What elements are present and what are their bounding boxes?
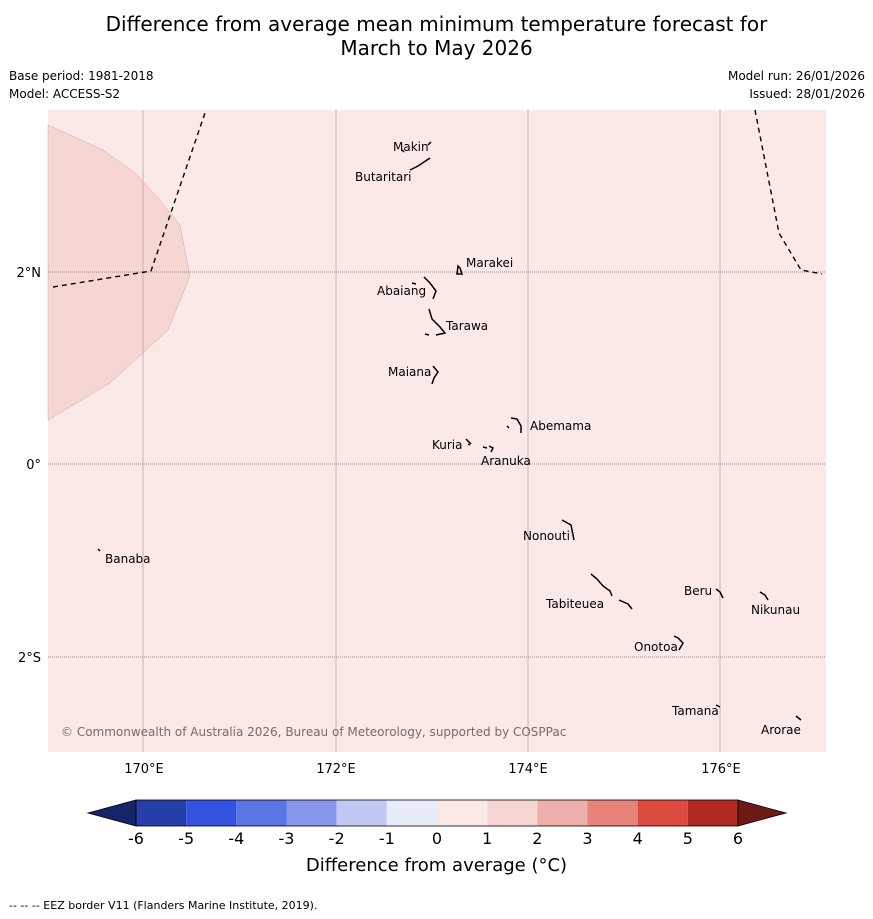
colorbar-segment — [286, 800, 337, 826]
island-onotoa — [673, 635, 684, 651]
island-abemama — [506, 417, 522, 433]
lat-label-2s: 2°S — [18, 651, 41, 666]
eez-border-east — [754, 109, 823, 275]
meta-left: Base period: 1981-2018 Model: ACCESS-S2 — [9, 67, 154, 103]
eez-border-west — [52, 109, 207, 288]
latitude-gridlines — [48, 271, 826, 658]
place-label-kuria: Kuria — [432, 438, 463, 452]
island-makin — [401, 141, 432, 153]
colorbar-segment — [336, 800, 387, 826]
colorbar-tick-label: -6 — [128, 829, 144, 848]
lat-label-0: 0° — [26, 458, 41, 473]
colorbar-segment — [487, 800, 538, 826]
island-butaritari — [409, 157, 431, 171]
place-label-aranuka: Aranuka — [481, 454, 531, 468]
island-banaba — [97, 548, 101, 552]
place-label-tabiteuea: Tabiteuea — [545, 597, 604, 611]
colorbar-tick-label: 5 — [682, 829, 693, 848]
lon-label-174e: 174°E — [508, 762, 548, 777]
colorbar-label: Difference from average (°C) — [305, 855, 568, 876]
place-label-banaba: Banaba — [105, 552, 151, 566]
island-tamana — [715, 704, 721, 708]
place-label-abemama: Abemama — [530, 419, 591, 433]
place-label-tarawa: Tarawa — [445, 319, 488, 333]
island-nikunau — [759, 591, 769, 601]
model-run: Model run: 26/01/2026 — [727, 69, 865, 83]
colorbar-segment — [186, 800, 237, 826]
place-label-maiana: Maiana — [388, 365, 431, 379]
colorbar-tick-label: 4 — [632, 829, 643, 848]
place-label-marakei: Marakei — [466, 256, 513, 270]
lat-label-2n: 2°N — [17, 266, 42, 281]
islands — [97, 141, 802, 721]
colorbar-segment — [386, 800, 437, 826]
title-line-2: March to May 2026 — [340, 36, 533, 60]
colorbar-tick-label: 3 — [582, 829, 593, 848]
lon-label-170e: 170°E — [124, 762, 164, 777]
island-marakei — [456, 264, 464, 275]
island-arorae — [795, 715, 802, 721]
island-tabiteuea — [590, 573, 633, 610]
chart-title: Difference from average mean minimum tem… — [0, 12, 873, 60]
eez-borders — [52, 109, 823, 288]
meta-right: Model run: 26/01/2026 Issued: 28/01/2026 — [728, 67, 865, 103]
colorbar-segment — [537, 800, 588, 826]
place-labels: Makin Butaritari Marakei Abaiang Tarawa … — [105, 140, 801, 737]
latitude-labels: 2°N 0° 2°S — [17, 266, 42, 666]
longitude-labels: 170°E 172°E 174°E 176°E — [124, 762, 741, 777]
colorbar-segment — [587, 800, 638, 826]
colorbar-outline — [135, 799, 739, 827]
longitude-gridlines — [142, 110, 721, 752]
place-label-nonouti: Nonouti — [523, 529, 570, 543]
colorbar-tick-label: -3 — [278, 829, 295, 848]
colorbar-tick-label: 1 — [482, 829, 493, 848]
island-beru — [715, 588, 724, 599]
colorbar-segment — [637, 800, 688, 826]
lon-label-172e: 172°E — [316, 762, 356, 777]
colorbar-segment — [136, 800, 187, 826]
place-label-abaiang: Abaiang — [377, 284, 426, 298]
place-label-makin: Makin — [393, 140, 429, 154]
place-label-tamana: Tamana — [671, 704, 719, 718]
colorbar-segment — [437, 800, 488, 826]
island-maiana — [431, 365, 439, 385]
map-background — [48, 110, 826, 752]
model-name: Model: ACCESS-S2 — [9, 87, 121, 101]
eez-footnote: -- -- -- EEZ border V11 (Flanders Marine… — [9, 899, 318, 912]
place-label-nikunau: Nikunau — [751, 603, 800, 617]
copyright-notice: © Commonwealth of Australia 2026, Bureau… — [61, 725, 566, 739]
colorbar-tick-label: 2 — [532, 829, 543, 848]
base-period: Base period: 1981-2018 — [9, 69, 154, 83]
place-label-onotoa: Onotoa — [634, 640, 678, 654]
colorbar-tick-label: -5 — [178, 829, 195, 848]
island-kuria — [465, 438, 472, 446]
colorbar-segment — [236, 800, 287, 826]
colorbar — [86, 799, 788, 827]
place-label-beru: Beru — [684, 584, 712, 598]
colorbar-tick-label: -2 — [328, 829, 345, 848]
island-tarawa — [424, 308, 447, 336]
colorbar-tick-label: -4 — [228, 829, 245, 848]
lon-label-176e: 176°E — [701, 762, 741, 777]
anomaly-patch — [47, 124, 191, 421]
issued-date: Issued: 28/01/2026 — [749, 87, 865, 101]
place-label-arorae: Arorae — [761, 723, 801, 737]
colorbar-tick-label: -1 — [378, 829, 395, 848]
colorbar-tick-label: 6 — [732, 829, 744, 848]
colorbar-high-extension — [737, 799, 788, 827]
title-line-1: Difference from average mean minimum tem… — [105, 12, 768, 36]
colorbar-tick-label: 0 — [431, 829, 443, 848]
island-aranuka — [482, 445, 495, 453]
island-abaiang — [411, 276, 437, 300]
place-label-butaritari: Butaritari — [355, 170, 412, 184]
colorbar-segment — [687, 800, 738, 826]
colorbar-low-extension — [86, 799, 137, 827]
island-nonouti — [561, 519, 575, 541]
